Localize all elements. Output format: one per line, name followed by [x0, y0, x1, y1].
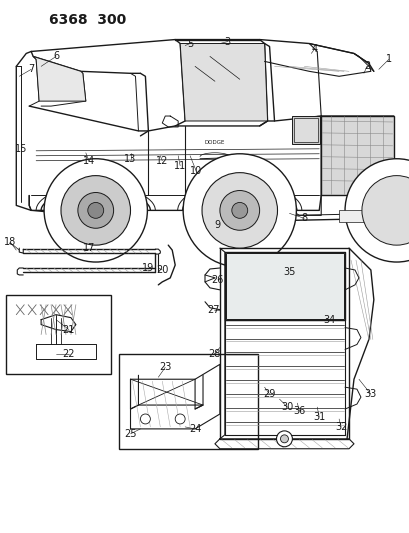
Text: 6368  300: 6368 300 [49, 13, 126, 27]
Text: 22: 22 [63, 350, 75, 359]
Text: 12: 12 [156, 156, 168, 166]
Text: 34: 34 [322, 314, 335, 325]
Bar [294, 118, 317, 142]
Circle shape [88, 203, 103, 219]
Text: 32: 32 [334, 422, 346, 432]
Polygon shape [180, 44, 267, 121]
Circle shape [344, 159, 409, 262]
Circle shape [175, 414, 185, 424]
Circle shape [361, 175, 409, 245]
Text: 27: 27 [207, 305, 220, 314]
Text: 6: 6 [53, 51, 59, 61]
Text: 30: 30 [281, 402, 293, 412]
Text: 1: 1 [385, 54, 391, 64]
Text: 35: 35 [283, 267, 295, 277]
Text: 7: 7 [28, 64, 34, 74]
Bar [118, 354, 257, 449]
Circle shape [280, 435, 288, 443]
Text: 5: 5 [187, 38, 193, 49]
Circle shape [183, 154, 296, 267]
Text: 11: 11 [173, 160, 186, 171]
Text: 3: 3 [224, 37, 230, 46]
Circle shape [140, 414, 150, 424]
Text: 17: 17 [82, 243, 95, 253]
Text: 18: 18 [4, 237, 16, 247]
Text: 14: 14 [83, 156, 95, 166]
Text: 2: 2 [363, 61, 369, 71]
Circle shape [44, 159, 147, 262]
Text: 33: 33 [364, 389, 376, 399]
Text: 28: 28 [207, 350, 220, 359]
Text: 4: 4 [310, 44, 317, 54]
Circle shape [202, 173, 277, 248]
Text: 36: 36 [292, 406, 305, 416]
Circle shape [219, 190, 259, 230]
Text: 23: 23 [159, 362, 171, 373]
Polygon shape [225, 253, 343, 319]
Text: 15: 15 [15, 144, 27, 154]
Bar [292, 116, 319, 144]
Bar [7, 295, 110, 374]
Text: 8: 8 [301, 213, 307, 223]
Text: 25: 25 [124, 429, 137, 439]
Text: 26: 26 [211, 275, 224, 285]
Text: 20: 20 [156, 265, 168, 275]
Circle shape [78, 192, 113, 228]
Text: 21: 21 [63, 325, 75, 335]
Text: 13: 13 [124, 154, 136, 164]
Text: 19: 19 [142, 263, 154, 273]
Polygon shape [33, 56, 85, 101]
Circle shape [61, 175, 130, 245]
Text: 31: 31 [312, 412, 325, 422]
Polygon shape [16, 121, 398, 230]
Text: DODGE: DODGE [204, 140, 225, 146]
Text: 29: 29 [263, 389, 275, 399]
Circle shape [276, 431, 292, 447]
Text: 9: 9 [214, 220, 220, 230]
Circle shape [231, 203, 247, 219]
Bar [338, 211, 380, 222]
Polygon shape [320, 116, 393, 196]
Text: 24: 24 [189, 424, 201, 434]
Text: 10: 10 [189, 166, 202, 176]
